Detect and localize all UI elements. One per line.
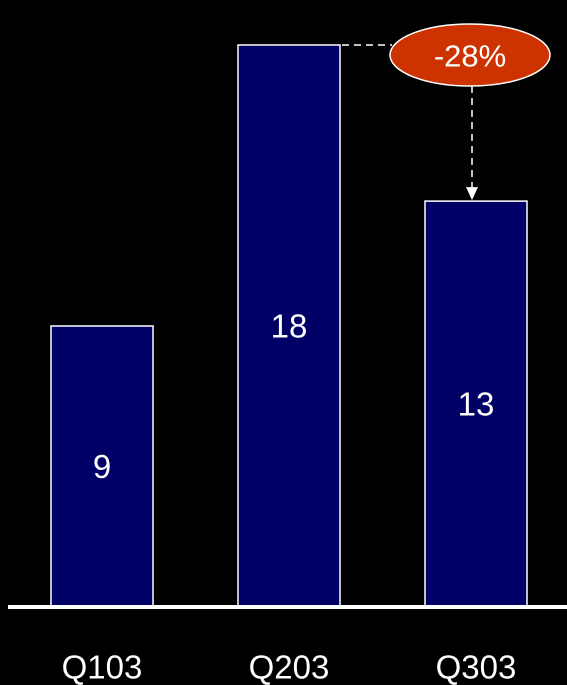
- change-callout-text: -28%: [434, 39, 506, 74]
- bar-value-label-q203: 18: [271, 308, 308, 345]
- x-tick-label-q303: Q303: [436, 649, 517, 685]
- bars-group: [50, 44, 528, 608]
- change-callout-bubble: [389, 23, 551, 87]
- bar-q203: [237, 44, 341, 608]
- change-annotation: -28%: [342, 23, 551, 201]
- x-tick-label-q103: Q103: [62, 649, 143, 685]
- bar-value-labels: 9 18 13: [93, 308, 495, 486]
- annotation-connector: [342, 44, 473, 190]
- x-tick-label-q203: Q203: [249, 649, 330, 685]
- annotation-arrowhead: [466, 187, 478, 201]
- bar-value-label-q103: 9: [93, 448, 111, 485]
- bar-q103: [50, 325, 154, 608]
- bar-q303: [424, 200, 528, 608]
- bar-value-label-q303: 13: [458, 386, 495, 423]
- x-axis-tick-labels: Q103 Q203 Q303: [62, 649, 517, 685]
